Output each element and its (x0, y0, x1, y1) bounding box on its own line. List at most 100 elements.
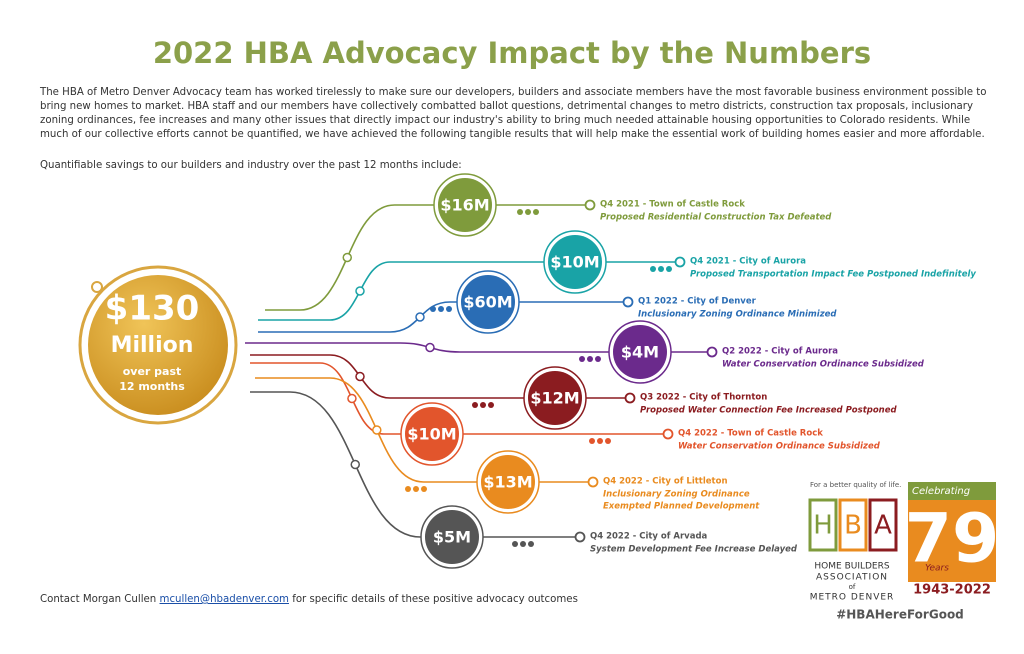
detail: Water Conservation Ordinance Subsidized (722, 360, 925, 370)
heading: Q4 2021 - City of Aurora (690, 257, 806, 267)
logo-box (868, 498, 898, 552)
amount-circle (425, 510, 479, 564)
detail: System Development Fee Increase Delayed (590, 545, 798, 555)
heading: Q4 2022 - City of Littleton (603, 477, 728, 487)
amount-circle (548, 235, 602, 289)
amount: $16M (440, 196, 489, 215)
title: 2022 HBA Advocacy Impact by the Numbers (152, 36, 872, 70)
dot (579, 356, 585, 362)
dot (658, 266, 664, 272)
end-node (622, 296, 634, 308)
anniversary-number: 79 (905, 500, 1000, 579)
detail: Inclusionary Zoning Ordinance (603, 490, 750, 500)
anniversary-box (908, 500, 996, 582)
total-unit: Million (111, 333, 194, 358)
node (342, 252, 352, 263)
amount: $13M (483, 473, 532, 492)
node (355, 371, 365, 382)
dot (595, 356, 601, 362)
logo-tagline: For a better quality of life. (810, 481, 901, 489)
total-note: over past (123, 365, 182, 378)
email-link[interactable]: mcullen@hbadenver.com (159, 594, 289, 605)
dot (528, 541, 534, 547)
detail: Proposed Transportation Impact Fee Postp… (690, 270, 976, 280)
node (347, 393, 357, 404)
anniversary-label: Celebrating (912, 486, 970, 497)
dot (605, 438, 611, 444)
heading: Q2 2022 - City of Aurora (722, 347, 838, 357)
detail: Inclusionary Zoning Ordinance Minimized (638, 310, 837, 320)
heading: Q4 2021 - Town of Castle Rock (600, 200, 745, 210)
logo-name: HOME BUILDERS (814, 562, 889, 572)
detail: Exempted Planned Development (603, 502, 760, 512)
dot (488, 402, 494, 408)
logo-letter: A (874, 511, 892, 541)
heading: Q4 2022 - Town of Castle Rock (678, 429, 823, 439)
node (355, 286, 365, 296)
dot (480, 402, 486, 408)
amount: $5M (433, 528, 471, 547)
dot (517, 209, 523, 215)
dot (438, 306, 444, 312)
node (350, 459, 360, 470)
heading: Q4 2022 - City of Arvada (590, 532, 708, 542)
amount-circle (461, 275, 515, 329)
end-node (587, 476, 599, 488)
amount: $60M (463, 293, 512, 312)
heading: Q3 2022 - City of Thornton (640, 393, 767, 403)
dot (472, 402, 478, 408)
connector (265, 204, 590, 311)
heading: Q1 2022 - City of Denver (638, 297, 757, 307)
contact: Contact Morgan Cullen mcullen@hbadenver.… (40, 594, 578, 605)
amount: $4M (621, 343, 659, 362)
dot (597, 438, 603, 444)
amount: $10M (407, 425, 456, 444)
amount: $12M (530, 389, 579, 408)
end-node (584, 199, 596, 211)
lead: Quantifiable savings to our builders and… (40, 160, 462, 171)
intro: The HBA of Metro Denver Advocacy team ha… (40, 87, 987, 140)
end-node (706, 346, 718, 358)
dot (421, 486, 427, 492)
dot (666, 266, 672, 272)
end-node (624, 392, 636, 404)
node (425, 342, 435, 353)
dot (446, 306, 452, 312)
logo-letter: H (813, 511, 833, 541)
hashtag: #HBAHereForGood (836, 608, 964, 622)
end-node (662, 428, 674, 440)
logo-box (808, 498, 838, 552)
dot (520, 541, 526, 547)
logo-letter: B (844, 511, 862, 541)
dot (587, 356, 593, 362)
detail: Water Conservation Ordinance Subsidized (678, 442, 881, 452)
node (372, 425, 382, 435)
total-circle (88, 275, 228, 415)
logo-box (838, 498, 868, 552)
total-note: 12 months (119, 380, 185, 393)
amount-circle (528, 371, 582, 425)
dot (650, 266, 656, 272)
dot (533, 209, 539, 215)
detail: Proposed Water Connection Fee Increased … (640, 406, 897, 416)
amount-circle (481, 455, 535, 509)
node (415, 312, 425, 322)
logo-name: ASSOCIATION (816, 573, 888, 583)
dot (413, 486, 419, 492)
logo-name: of (849, 583, 856, 591)
dot (525, 209, 531, 215)
contact-prefix: Contact Morgan Cullen (40, 594, 157, 605)
dot (589, 438, 595, 444)
anniversary-years: Years (925, 564, 949, 574)
amount-circle (613, 325, 667, 379)
dot (512, 541, 518, 547)
amount-circle (438, 178, 492, 232)
anniversary-span: 1943-2022 (913, 583, 991, 598)
total-amount: $130 (105, 289, 200, 329)
end-node (574, 531, 586, 543)
total-ring (78, 265, 238, 425)
node (91, 281, 103, 293)
dot (405, 486, 411, 492)
logo-name: METRO DENVER (810, 593, 895, 603)
